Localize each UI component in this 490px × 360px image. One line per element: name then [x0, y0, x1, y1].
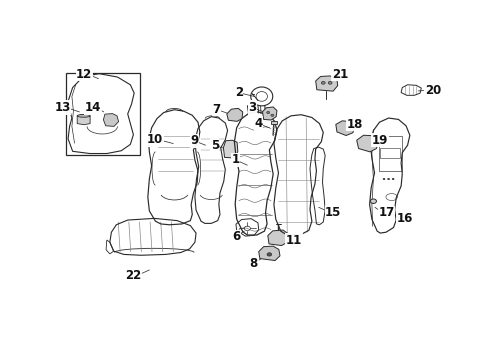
- Text: 16: 16: [396, 212, 413, 225]
- Polygon shape: [263, 107, 277, 120]
- Text: 2: 2: [235, 86, 243, 99]
- Text: 22: 22: [125, 269, 142, 282]
- Ellipse shape: [328, 81, 332, 84]
- Ellipse shape: [77, 114, 90, 117]
- Ellipse shape: [271, 114, 274, 116]
- Text: 10: 10: [147, 133, 163, 146]
- Ellipse shape: [392, 178, 394, 180]
- Text: 15: 15: [325, 206, 342, 219]
- Text: 6: 6: [232, 230, 241, 243]
- Text: 19: 19: [372, 134, 388, 147]
- Text: 8: 8: [250, 257, 258, 270]
- Text: 17: 17: [378, 206, 394, 219]
- Polygon shape: [316, 76, 338, 91]
- Text: 5: 5: [211, 139, 219, 152]
- Polygon shape: [227, 108, 243, 121]
- Text: 20: 20: [425, 84, 441, 97]
- Polygon shape: [357, 135, 379, 152]
- Text: 3: 3: [248, 101, 256, 114]
- Bar: [380, 148, 400, 158]
- Text: 14: 14: [85, 101, 101, 114]
- Text: 13: 13: [54, 101, 71, 114]
- Polygon shape: [103, 114, 119, 126]
- Text: 9: 9: [191, 134, 199, 147]
- Ellipse shape: [267, 253, 271, 256]
- Text: 7: 7: [213, 103, 220, 116]
- Polygon shape: [77, 115, 90, 125]
- Ellipse shape: [267, 111, 270, 114]
- Text: 18: 18: [347, 118, 363, 131]
- Text: 12: 12: [76, 68, 93, 81]
- Text: 4: 4: [254, 117, 263, 130]
- Polygon shape: [223, 140, 238, 158]
- Ellipse shape: [370, 199, 376, 203]
- Text: 21: 21: [332, 68, 348, 81]
- Text: 11: 11: [286, 234, 302, 247]
- Bar: [379, 136, 401, 171]
- Polygon shape: [259, 246, 280, 261]
- Ellipse shape: [321, 81, 325, 84]
- Text: 1: 1: [232, 153, 240, 166]
- Polygon shape: [268, 230, 289, 246]
- Ellipse shape: [388, 178, 390, 180]
- Polygon shape: [336, 121, 355, 135]
- Ellipse shape: [383, 178, 385, 180]
- Bar: [271, 121, 276, 123]
- Bar: [66, 73, 140, 155]
